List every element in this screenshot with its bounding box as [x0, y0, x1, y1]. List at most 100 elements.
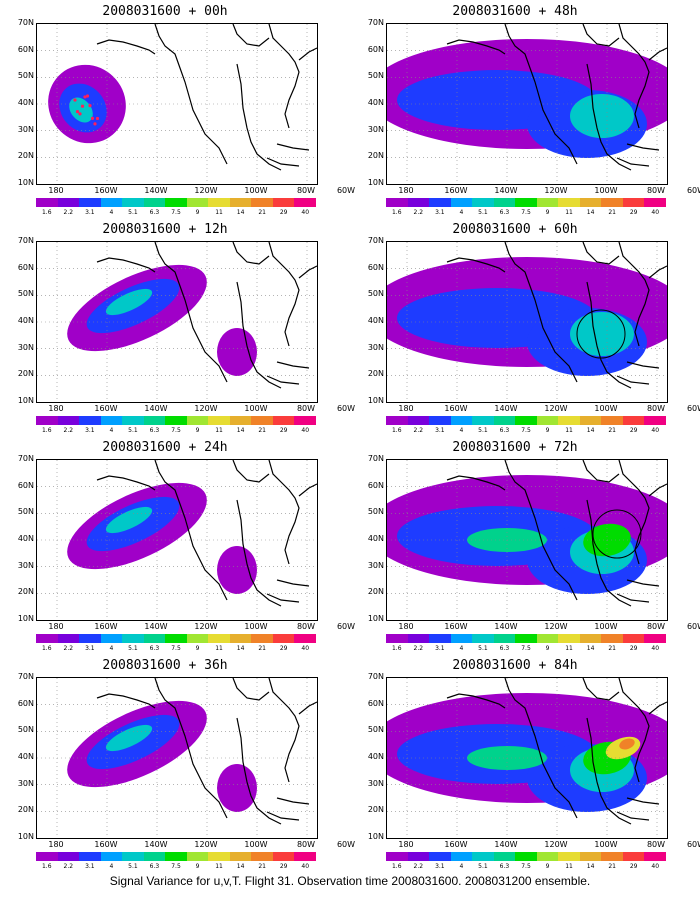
colorbar-label: 11	[565, 209, 573, 216]
colorbar-labels: 1.6 2.2 3.1 4 5.1 6.3 7.5 9 11 14 21 29 40	[386, 645, 666, 655]
longitude-label: 80W	[296, 622, 316, 631]
colorbar-label: 5.1	[478, 645, 488, 652]
colorbar-swatch	[57, 852, 80, 861]
colorbar-label: 9	[545, 863, 550, 870]
colorbar-label: 40	[301, 645, 310, 652]
colorbar-label: 4	[459, 863, 464, 870]
colorbar-swatch	[472, 198, 494, 207]
colorbar-label: 3.1	[435, 645, 445, 652]
colorbar-swatch	[558, 416, 580, 425]
latitude-label: 30N	[367, 124, 384, 134]
longitude-label: 120W	[194, 840, 218, 849]
colorbar-label: 40	[651, 645, 660, 652]
longitude-label: 80W	[296, 840, 316, 849]
colorbar-label: 7.5	[521, 645, 531, 652]
colorbar-swatch	[558, 634, 580, 643]
colorbar-swatch	[536, 416, 559, 425]
latitude-label: 30N	[17, 778, 34, 788]
longitude-label: 120W	[194, 186, 218, 195]
colorbar-label: 6.3	[149, 209, 160, 216]
latitude-label: 10N	[17, 832, 34, 841]
colorbar-label: 2.2	[413, 427, 424, 434]
colorbar-label: 21	[608, 863, 616, 870]
longitude-label: 80W	[646, 404, 666, 413]
longitude-label: 80W	[646, 840, 666, 849]
colorbar-label: 29	[629, 209, 638, 216]
colorbar-label: 2.2	[63, 427, 74, 434]
colorbar-swatch	[493, 634, 516, 643]
longitude-label: 100W	[244, 622, 268, 631]
latitude-label: 20N	[17, 151, 34, 161]
variance-contour	[105, 288, 153, 316]
colorbar-swatch	[57, 634, 80, 643]
colorbar-label: 6.3	[499, 427, 510, 434]
variance-map	[386, 241, 668, 403]
colorbar-swatch	[100, 852, 123, 861]
longitude-label: 60W	[336, 840, 356, 849]
colorbar-swatch	[294, 634, 316, 643]
colorbar-label: 1.6	[391, 645, 402, 652]
colorbar-swatch	[450, 852, 473, 861]
colorbar-swatch	[165, 852, 187, 861]
colorbar-swatch	[57, 416, 80, 425]
colorbar-label: 14	[586, 645, 595, 652]
coastline	[96, 460, 317, 607]
colorbar-labels: 1.6 2.2 3.1 4 5.1 6.3 7.5 9 11 14 21 29 40	[36, 209, 316, 219]
variance-contour	[619, 738, 635, 750]
colorbar-swatch	[386, 198, 408, 207]
target-region-circle	[592, 509, 642, 559]
colorbar-swatch	[407, 852, 430, 861]
colorbar-swatch	[36, 634, 58, 643]
colorbar-swatch	[251, 416, 273, 425]
latitude-label: 60N	[17, 44, 34, 54]
variance-contour	[69, 97, 93, 123]
colorbar-swatch	[229, 198, 252, 207]
latitude-label: 10N	[367, 178, 384, 187]
colorbar-swatch	[229, 634, 252, 643]
longitude-label: 120W	[194, 404, 218, 413]
colorbar-swatch	[122, 852, 144, 861]
colorbar	[36, 634, 316, 643]
colorbar-swatch	[186, 634, 209, 643]
colorbar-swatch	[515, 416, 537, 425]
colorbar-swatch	[36, 416, 58, 425]
colorbar-label: 40	[301, 863, 310, 870]
map-panel: 2008031600 + 84h 70N 60N 50N 40N 30N 20N 10N 180…	[350, 658, 700, 876]
colorbar-label: 5.1	[478, 863, 488, 870]
colorbar-swatch	[622, 416, 645, 425]
longitude-label: 180	[398, 840, 414, 849]
colorbar-swatch	[407, 634, 430, 643]
longitude-label: 100W	[594, 404, 618, 413]
colorbar-label: 1.6	[391, 209, 402, 216]
colorbar-swatch	[143, 416, 166, 425]
longitude-label: 160W	[444, 186, 468, 195]
map-panel: 2008031600 + 24h 70N 60N 50N 40N 30N 20N 10N 180…	[0, 440, 355, 658]
colorbar-swatch	[294, 416, 316, 425]
colorbar-swatch	[100, 198, 123, 207]
latitude-label: 40N	[17, 98, 34, 107]
colorbar-swatch	[386, 852, 408, 861]
colorbar-swatch	[294, 198, 316, 207]
colorbar-label: 21	[258, 427, 266, 434]
longitude-label: 180	[48, 186, 64, 195]
colorbar-swatch	[272, 198, 295, 207]
variance-contour	[217, 546, 257, 594]
colorbar-label: 2.2	[413, 863, 424, 870]
longitude-label: 140W	[144, 622, 168, 631]
longitude-label: 160W	[444, 840, 468, 849]
colorbar-label: 7.5	[521, 427, 531, 434]
colorbar-label: 3.1	[435, 863, 445, 870]
colorbar-swatch	[622, 198, 645, 207]
colorbar-label: 14	[586, 863, 595, 870]
longitude-label: 80W	[296, 186, 316, 195]
colorbar-swatch	[493, 416, 516, 425]
colorbar-label: 2.2	[413, 645, 424, 652]
latitude-label: 40N	[17, 316, 34, 325]
map-panel: 2008031600 + 36h 70N 60N 50N 40N 30N 20N 10N 180…	[0, 658, 355, 876]
longitude-label: 160W	[94, 840, 118, 849]
panel-title: 2008031600 + 48h	[452, 4, 578, 19]
longitude-label: 140W	[494, 622, 518, 631]
colorbar-label: 4	[459, 427, 464, 434]
colorbar-label: 4	[109, 863, 114, 870]
colorbar-label: 5.1	[478, 209, 488, 216]
